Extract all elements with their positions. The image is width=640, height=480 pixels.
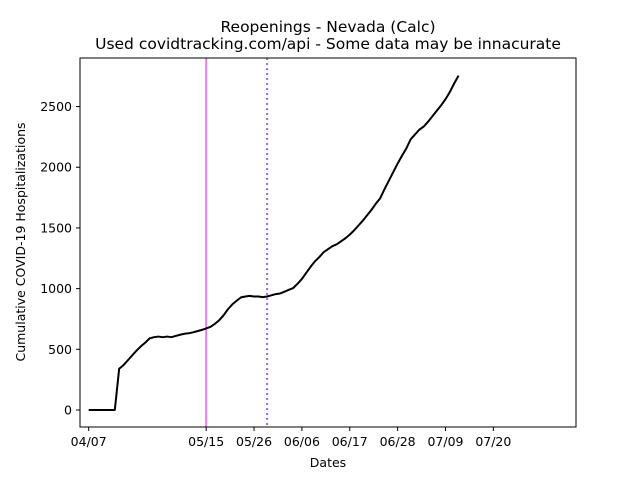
x-tick-label: 05/15 xyxy=(188,434,224,449)
y-tick-label: 1500 xyxy=(40,220,72,235)
x-axis-label: Dates xyxy=(310,455,346,470)
y-tick-label: 0 xyxy=(64,403,72,418)
chart-title: Reopenings - Nevada (Calc) xyxy=(220,18,435,36)
reopening-markers xyxy=(205,58,269,427)
y-axis-ticks: 0 500 1000 1500 2000 2500 xyxy=(40,99,80,418)
y-tick-label: 2000 xyxy=(40,160,72,175)
x-tick-label: 05/26 xyxy=(236,434,272,449)
x-tick-label: 06/06 xyxy=(284,434,320,449)
y-axis-label: Cumulative COVID-19 Hospitalizations xyxy=(13,122,28,361)
x-tick-label: 06/17 xyxy=(332,434,368,449)
y-tick-label: 500 xyxy=(48,342,72,357)
x-tick-label: 04/07 xyxy=(71,434,107,449)
x-axis-ticks: 04/07 05/15 05/26 06/06 06/17 06/28 07/09 07/20 xyxy=(71,427,511,449)
y-tick-label: 2500 xyxy=(40,99,72,114)
y-tick-label: 1000 xyxy=(40,281,72,296)
hospitalizations-line xyxy=(88,75,460,412)
x-tick-label: 07/09 xyxy=(427,434,463,449)
plot-frame xyxy=(79,57,577,428)
x-tick-label: 07/20 xyxy=(475,434,511,449)
x-tick-label: 06/28 xyxy=(380,434,416,449)
chart-subtitle: Used covidtracking.com/api - Some data m… xyxy=(95,35,561,53)
